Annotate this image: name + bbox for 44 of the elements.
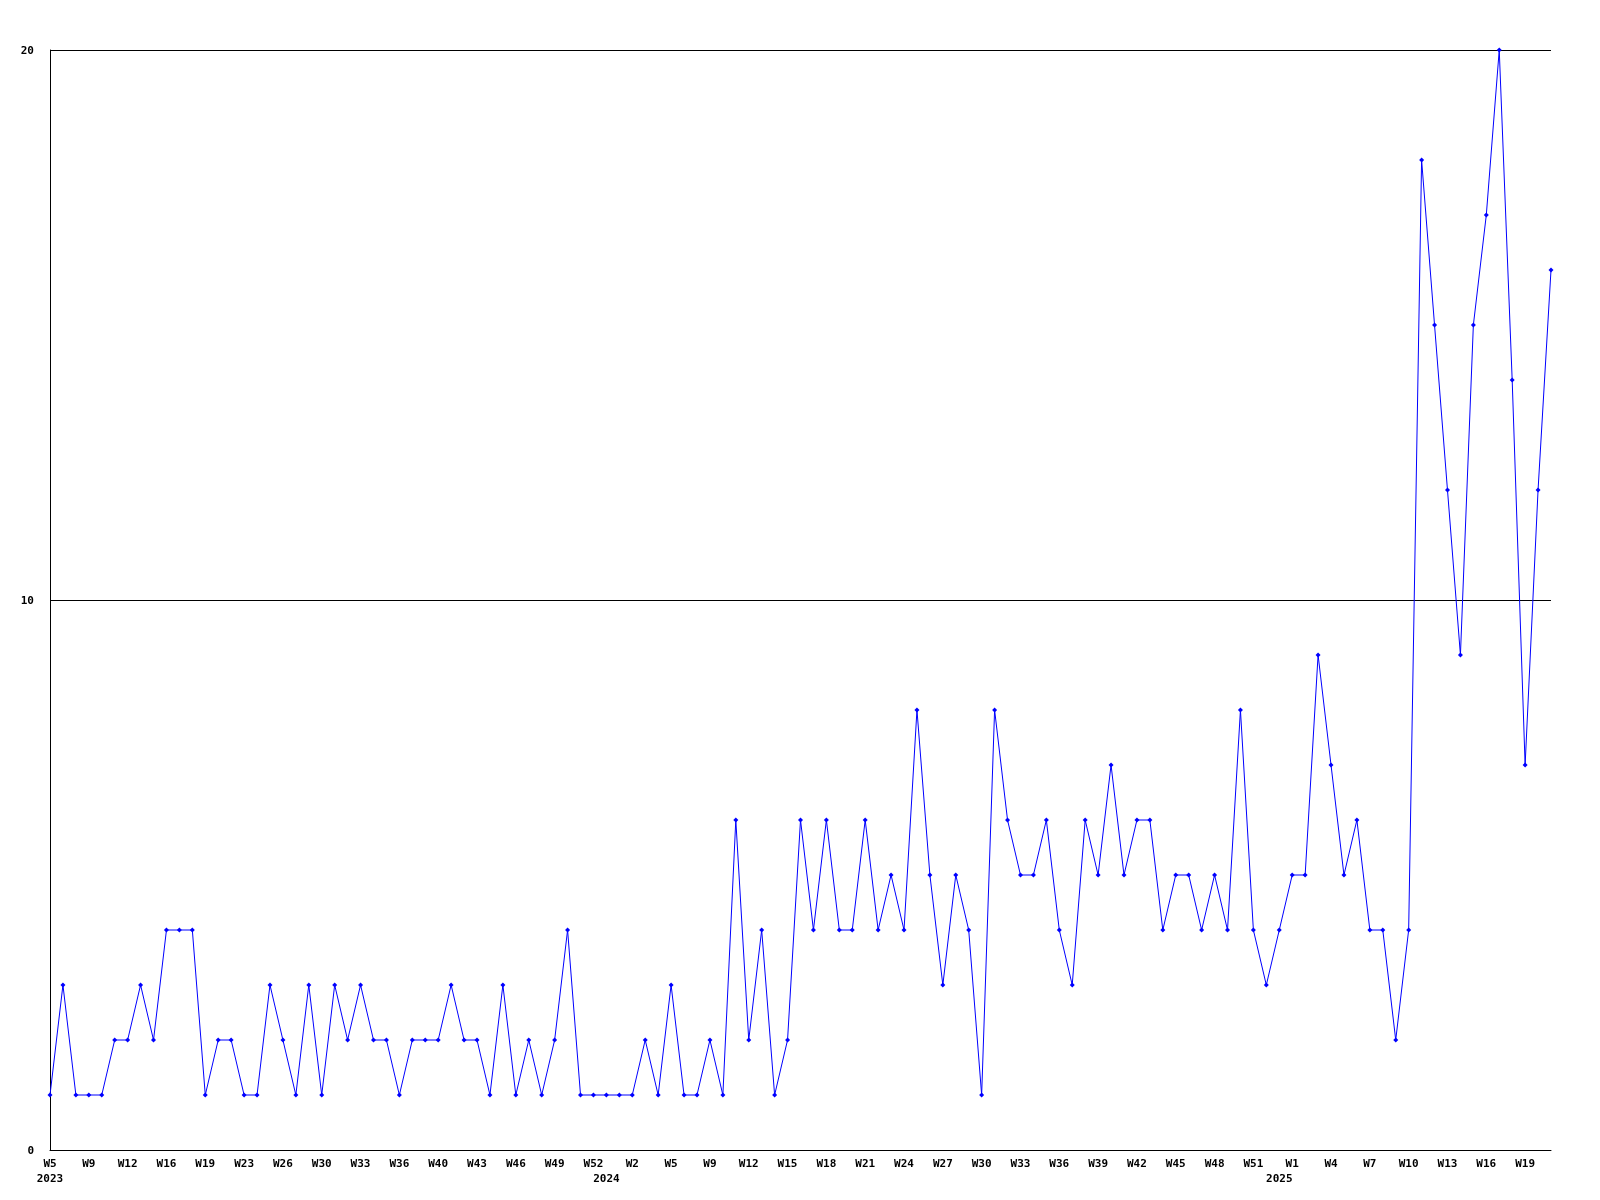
x-tick-label: W36 xyxy=(1049,1157,1070,1170)
x-tick-label: 2025 xyxy=(1266,1172,1293,1185)
x-tick-label: W16 xyxy=(156,1157,177,1170)
x-tick-label: W10 xyxy=(1398,1157,1419,1170)
x-tick-label: W40 xyxy=(428,1157,449,1170)
x-tick-label: W51 xyxy=(1243,1157,1264,1170)
x-tick-label: W33 xyxy=(350,1157,371,1170)
x-tick-label: W30 xyxy=(311,1157,332,1170)
x-tick-label: W23 xyxy=(234,1157,255,1170)
x-tick-label: W45 xyxy=(1165,1157,1186,1170)
x-tick-label: W4 xyxy=(1324,1157,1339,1170)
y-tick-label: 10 xyxy=(20,593,34,607)
x-tick-label: W52 xyxy=(583,1157,604,1170)
x-tick-label: W30 xyxy=(971,1157,992,1170)
y-tick-label: 20 xyxy=(20,43,34,57)
x-tick-label: W19 xyxy=(1515,1157,1536,1170)
x-tick-label: W9 xyxy=(82,1157,96,1170)
x-tick-label: W26 xyxy=(272,1157,294,1170)
x-tick-label: W42 xyxy=(1126,1157,1147,1170)
x-tick-label: W12 xyxy=(738,1157,759,1170)
x-tick-label: W33 xyxy=(1010,1157,1031,1170)
x-tick-label: W9 xyxy=(703,1157,717,1170)
y-tick-label: 0 xyxy=(27,1143,34,1157)
x-tick-label: W2 xyxy=(625,1157,639,1170)
x-tick-label: W16 xyxy=(1476,1157,1497,1170)
x-tick-label: W46 xyxy=(505,1157,527,1170)
x-tick-label: W49 xyxy=(544,1157,565,1170)
x-tick-label: W12 xyxy=(117,1157,138,1170)
x-tick-label: W24 xyxy=(894,1157,915,1170)
x-tick-label: W5 2023 xyxy=(36,1157,64,1185)
x-tick-label: W36 xyxy=(389,1157,410,1170)
x-tick-label: W18 xyxy=(816,1157,837,1170)
x-tick-label: W48 xyxy=(1204,1157,1225,1170)
x-tick-label: W19 xyxy=(195,1157,216,1170)
x-tick-label: W15 xyxy=(777,1157,798,1170)
x-tick-label: W27 xyxy=(932,1157,953,1170)
x-tick-label: W43 xyxy=(467,1157,487,1170)
x-tick-label: W39 xyxy=(1088,1157,1109,1170)
x-tick-label: W5 xyxy=(664,1157,678,1170)
x-tick-label: W21 xyxy=(855,1157,876,1170)
x-tick-label: W13 xyxy=(1437,1157,1458,1170)
x-tick-label: 2024 xyxy=(593,1172,621,1185)
x-tick-label: W7 xyxy=(1363,1157,1377,1170)
x-tick-label: W1 xyxy=(1285,1157,1300,1170)
